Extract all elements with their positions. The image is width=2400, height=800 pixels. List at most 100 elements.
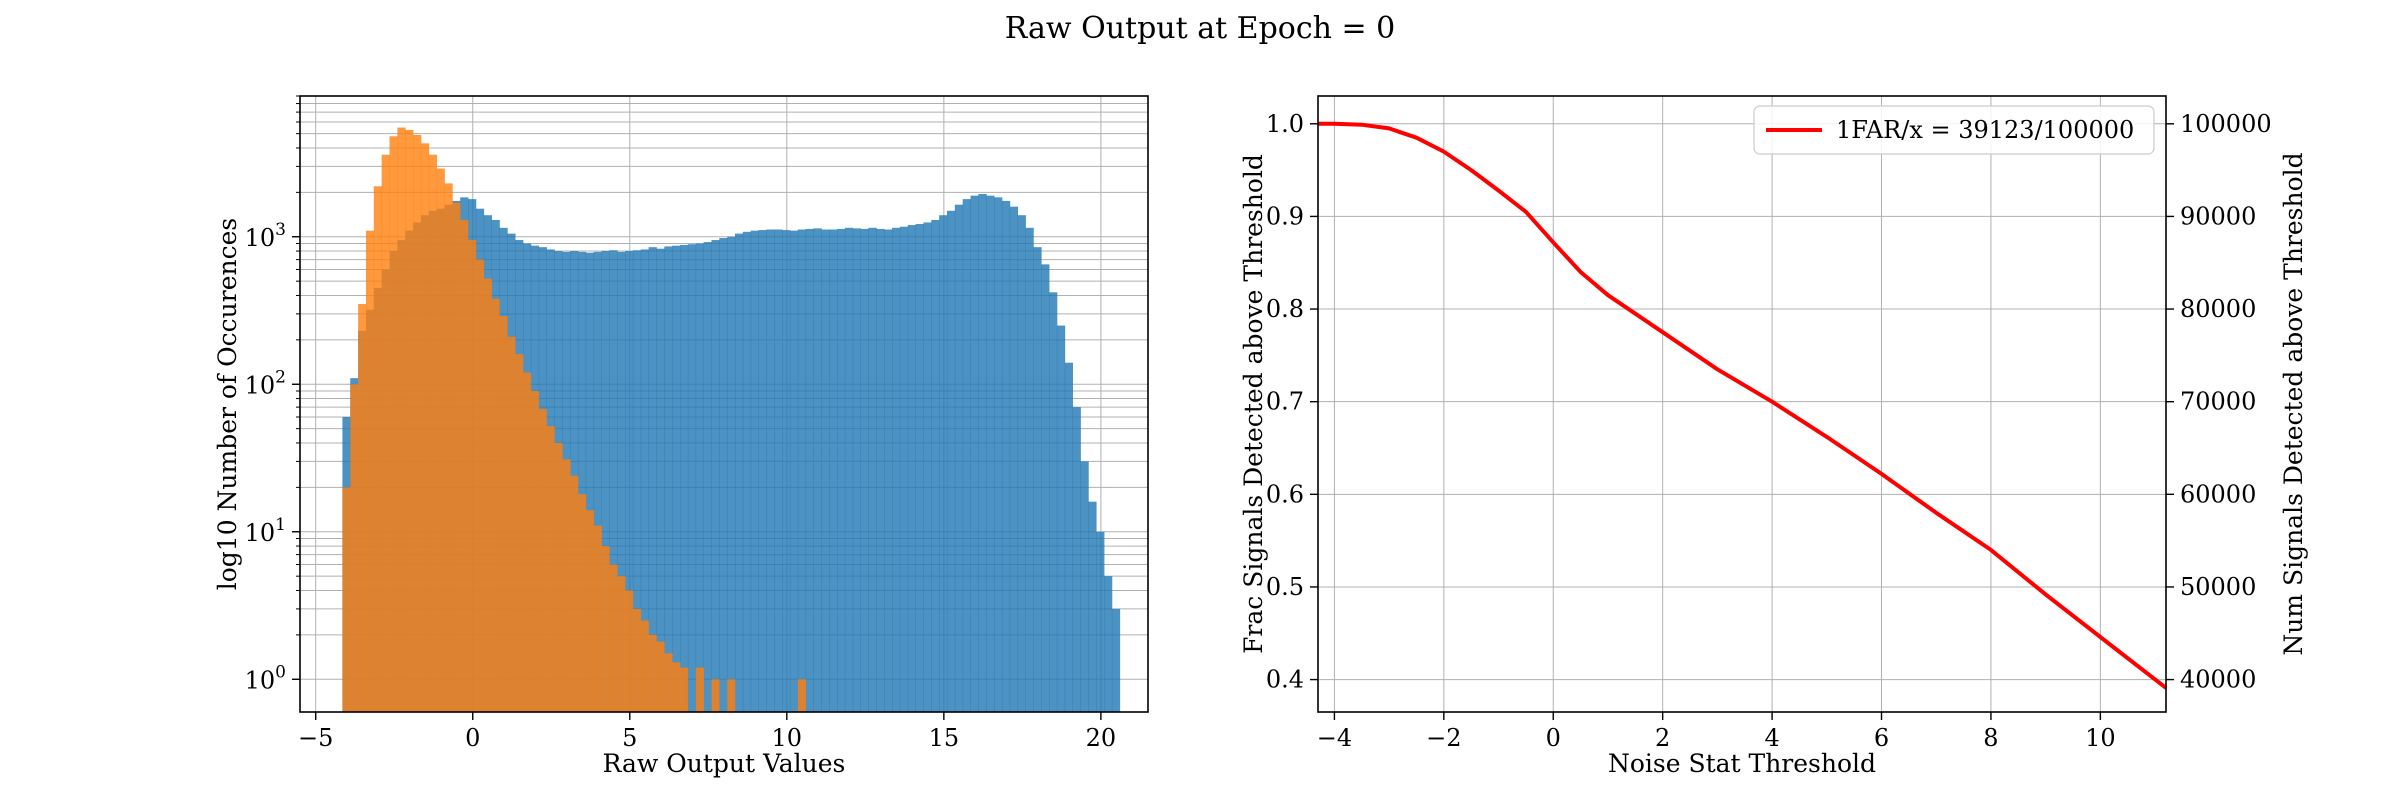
histogram-bar-series-1 (444, 183, 453, 713)
histogram-bar-series-1 (617, 576, 626, 712)
histogram-bar-series-0 (915, 224, 924, 713)
histogram-bar-series-1 (420, 143, 430, 712)
histogram-bar-series-0 (664, 246, 673, 712)
histogram-bar-series-0 (1080, 461, 1089, 712)
line-chart-left-y-tick-label: 0.9 (1266, 202, 1304, 230)
figure-suptitle: Raw Output at Epoch = 0 (1005, 11, 1396, 46)
histogram-bar-series-0 (946, 210, 956, 712)
histogram-y-tick-label: 103 (245, 220, 286, 252)
histogram-bar-series-0 (876, 228, 885, 712)
histogram-bar-series-1 (609, 564, 618, 712)
histogram-x-ticks: −5 0 5 10 15 20 (298, 712, 1116, 752)
histogram-bar-series-0 (782, 230, 791, 712)
histogram-x-tick-label: 5 (622, 724, 637, 752)
histogram-bar-series-0 (640, 249, 650, 712)
histogram-bar-series-1 (664, 653, 673, 712)
histogram-bar-series-0 (727, 236, 736, 712)
histogram-bar-series-0 (962, 199, 971, 712)
line-chart-left-y-ticks: 0.4 0.5 0.6 0.7 0.8 0.9 1.0 (1266, 110, 1318, 694)
histogram-bar-series-0 (632, 250, 642, 713)
line-chart-x-tick-label: 6 (1874, 724, 1889, 752)
histogram-bar-series-0 (994, 197, 1003, 713)
histogram-bar-series-0 (585, 252, 595, 712)
histogram-bar-series-0 (742, 231, 752, 713)
histogram-bar-series-0 (695, 243, 704, 712)
line-chart-legend: 1FAR/x = 39123/100000 (1753, 105, 2155, 155)
histogram-bar-series-1 (381, 154, 390, 713)
histogram-bar-series-0 (1001, 200, 1011, 713)
histogram-bar-series-0 (1111, 608, 1121, 712)
histogram-bar-series-1 (672, 662, 681, 712)
histogram-bar-series-0 (860, 228, 869, 712)
histogram-bar-series-0 (625, 251, 634, 712)
line-chart-x-ticks: −4 −2 0 2 4 6 8 10 (1317, 712, 2116, 752)
line-chart-x-tick-label: 8 (1983, 724, 1998, 752)
histogram-bar-series-0 (899, 226, 909, 713)
histogram-bar-series-0 (617, 251, 626, 712)
histogram-bar-series-0 (1096, 531, 1105, 712)
histogram-bar-series-0 (829, 229, 838, 712)
histogram-bar-series-0 (656, 248, 665, 712)
histogram-bar-series-0 (711, 240, 720, 713)
histogram-bar-series-0 (1056, 325, 1066, 712)
histogram-bar-series-1 (538, 408, 547, 712)
histogram-bar-series-0 (1025, 227, 1034, 712)
histogram-bar-series-1 (640, 620, 650, 712)
line-chart-x-tick-label: 10 (2085, 724, 2116, 752)
histogram-bar-series-1 (546, 426, 555, 712)
line-chart-x-tick-label: 2 (1655, 724, 1670, 752)
histogram-bar-series-0 (1017, 215, 1026, 712)
histogram-bar-series-0 (687, 244, 697, 712)
histogram-bar-series-0 (954, 204, 964, 712)
histogram-bar-series-0 (852, 228, 862, 712)
histogram-bar-series-1 (499, 316, 508, 712)
histogram-bar-series-1 (680, 667, 689, 712)
histogram-bar-series-0 (844, 227, 854, 712)
histogram-bar-series-1 (452, 202, 461, 712)
histogram-bar-series-1 (577, 494, 587, 712)
histogram-bar-series-0 (609, 250, 618, 713)
line-chart-left-y-tick-label: 0.5 (1266, 573, 1304, 601)
histogram-bar-series-1 (365, 230, 375, 712)
histogram-bar-series-1 (515, 354, 524, 712)
histogram-bar-series-0 (593, 251, 602, 712)
histogram-plot-frame (299, 95, 1149, 713)
histogram-bar-series-1 (350, 384, 359, 712)
line-chart-right-y-axis-label: Num Signals Detected above Threshold (2279, 152, 2308, 655)
line-chart-x-axis-label: Noise Stat Threshold (1608, 749, 1876, 778)
histogram-bar-series-0 (1064, 362, 1074, 712)
histogram-bar-series-0 (1049, 292, 1058, 712)
histogram-bar-series-1 (797, 679, 807, 712)
line-chart-x-tick-label: 4 (1764, 724, 1779, 752)
histogram-bar-series-0 (821, 229, 830, 712)
line-chart-left-y-axis-label: Frac Signals Detected above Threshold (1239, 154, 1268, 654)
histogram-y-axis-label: log10 Number of Occurences (213, 218, 242, 591)
histogram-bar-series-0 (837, 228, 846, 712)
histogram-bar-series-1 (405, 129, 414, 713)
histogram-bar-series-1 (648, 634, 657, 712)
line-chart-grid (1318, 96, 2166, 712)
histogram-bar-series-1 (554, 442, 563, 712)
histogram-bar-series-0 (923, 222, 932, 713)
histogram-x-tick-label: 10 (772, 724, 803, 752)
histogram-bar-series-1 (342, 487, 351, 712)
histogram-bar-series-1 (570, 475, 579, 712)
histogram-bar-series-0 (892, 227, 901, 712)
histogram-bar-series-1 (475, 259, 485, 712)
legend-label: 1FAR/x = 39123/100000 (1836, 116, 2134, 144)
line-chart-x-tick-label: −4 (1317, 724, 1352, 752)
histogram-y-tick-label: 101 (245, 515, 286, 547)
histogram-bar-series-1 (522, 372, 532, 712)
histogram-bar-series-0 (868, 227, 877, 712)
histogram-bar-series-1 (436, 168, 445, 713)
line-chart-left-y-tick-label: 1.0 (1266, 110, 1304, 138)
histogram-y-tick-label: 102 (245, 367, 286, 399)
detection-line-chart: −4 −2 0 2 4 6 8 10 0.4 0.5 0.6 0.7 0.8 0.9 1.0 40000 5… (1239, 95, 2308, 778)
histogram-x-tick-label: 15 (929, 724, 960, 752)
histogram-x-axis-label: Raw Output Values (603, 749, 846, 778)
line-chart-right-y-tick-label: 80000 (2180, 295, 2256, 323)
histogram-x-tick-label: 20 (1086, 724, 1117, 752)
line-chart-left-y-tick-label: 0.6 (1266, 480, 1304, 508)
histogram-y-ticks: 100 101 102 103 (245, 95, 300, 694)
histogram-bar-series-0 (970, 195, 979, 712)
